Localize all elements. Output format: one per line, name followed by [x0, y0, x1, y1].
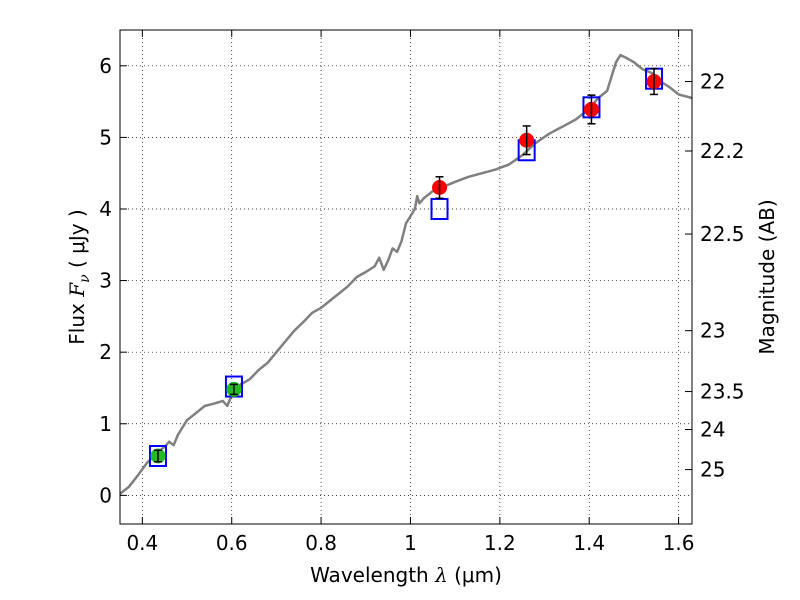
marker-layer [148, 67, 664, 467]
y-tick-label: 5 [99, 125, 112, 149]
x-tick-label: 1.2 [484, 531, 516, 555]
y-tick-label: 6 [99, 54, 112, 78]
y-axis-label: Flux Fν ( μJy ) [65, 209, 93, 344]
tick-layer: 0.4 0.6 0.8 1 1.2 1.4 1.601234562222.222.52323… [99, 30, 745, 555]
x-tick-label: 0.8 [305, 531, 337, 555]
x-axis-label-symbol: λ [434, 563, 448, 587]
right-tick-label: 22.5 [700, 222, 745, 246]
right-tick-label: 23.5 [700, 380, 745, 404]
model-square-marker [148, 444, 167, 467]
plot-frame [119, 29, 693, 525]
y-tick-label: 2 [99, 340, 112, 364]
x-axis-label: Wavelength λ (μm) [310, 563, 502, 587]
right-tick-label: 22 [700, 70, 725, 94]
spectrum-layer [119, 53, 693, 495]
x-tick-label: 1.6 [663, 531, 695, 555]
right-tick-label: 25 [700, 458, 725, 482]
right-tick-label: 24 [700, 417, 725, 441]
x-tick-label: 1 [404, 531, 417, 555]
right-tick-label: 22.2 [700, 139, 745, 163]
x-axis-label-prefix: Wavelength [310, 563, 429, 587]
model-square-marker [430, 197, 449, 220]
spectrum-line [119, 53, 693, 495]
x-tick-label: 1.4 [573, 531, 605, 555]
x-tick-label: 0.4 [126, 531, 158, 555]
y-tick-label: 4 [99, 197, 112, 221]
right-tick-label: 23 [700, 319, 725, 343]
y-axis-label-prefix: Flux [65, 303, 89, 345]
y-tick-label: 1 [99, 412, 112, 436]
x-axis-label-unit: (μm) [454, 563, 502, 587]
y-axis-label-subscript: ν [77, 274, 93, 283]
y-axis-right-label: Magnitude (AB) [755, 199, 779, 354]
y-axis-label-unit: ( μJy ) [65, 209, 89, 268]
y-tick-label: 0 [99, 483, 112, 507]
y-tick-label: 3 [99, 269, 112, 293]
x-tick-label: 0.6 [216, 531, 248, 555]
y-axis-label-symbol: F [65, 282, 89, 298]
grid-layer [120, 30, 692, 524]
